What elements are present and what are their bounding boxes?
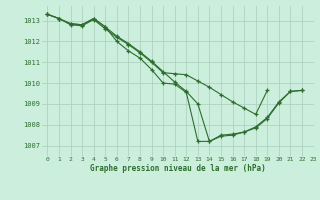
X-axis label: Graphe pression niveau de la mer (hPa): Graphe pression niveau de la mer (hPa) [90, 164, 266, 173]
